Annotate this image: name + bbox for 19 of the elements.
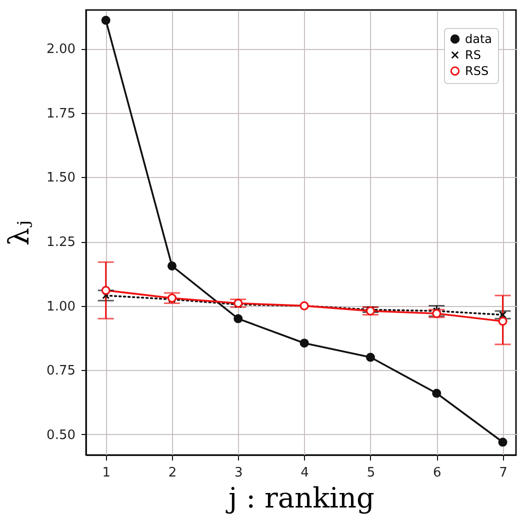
x-tick-label: 3 [234, 466, 243, 480]
x-tick-label: 2 [168, 466, 177, 480]
x-tick-label: 7 [499, 466, 508, 480]
y-tick-label: 1.50 [46, 170, 76, 186]
y-tick-label: 0.75 [46, 364, 76, 379]
x-tick-label: 6 [432, 466, 442, 480]
legend-label: data [465, 32, 492, 46]
x-tick-label: 1 [102, 466, 110, 480]
x-tick-label: 5 [366, 466, 376, 480]
y-axis-title: λⱼ [2, 220, 36, 246]
x-tick-label: 4 [300, 466, 309, 480]
y-tick-label: 1.00 [46, 299, 76, 314]
y-tick-label: 1.25 [46, 235, 76, 250]
y-tick-label: 2.00 [46, 42, 76, 58]
legend-label: RS [465, 48, 481, 62]
y-tick-label: 0.50 [46, 428, 76, 443]
x-axis-title: j : ranking [226, 482, 375, 514]
y-tick-label: 1.75 [46, 106, 76, 122]
legend-label: RSS [465, 64, 489, 78]
